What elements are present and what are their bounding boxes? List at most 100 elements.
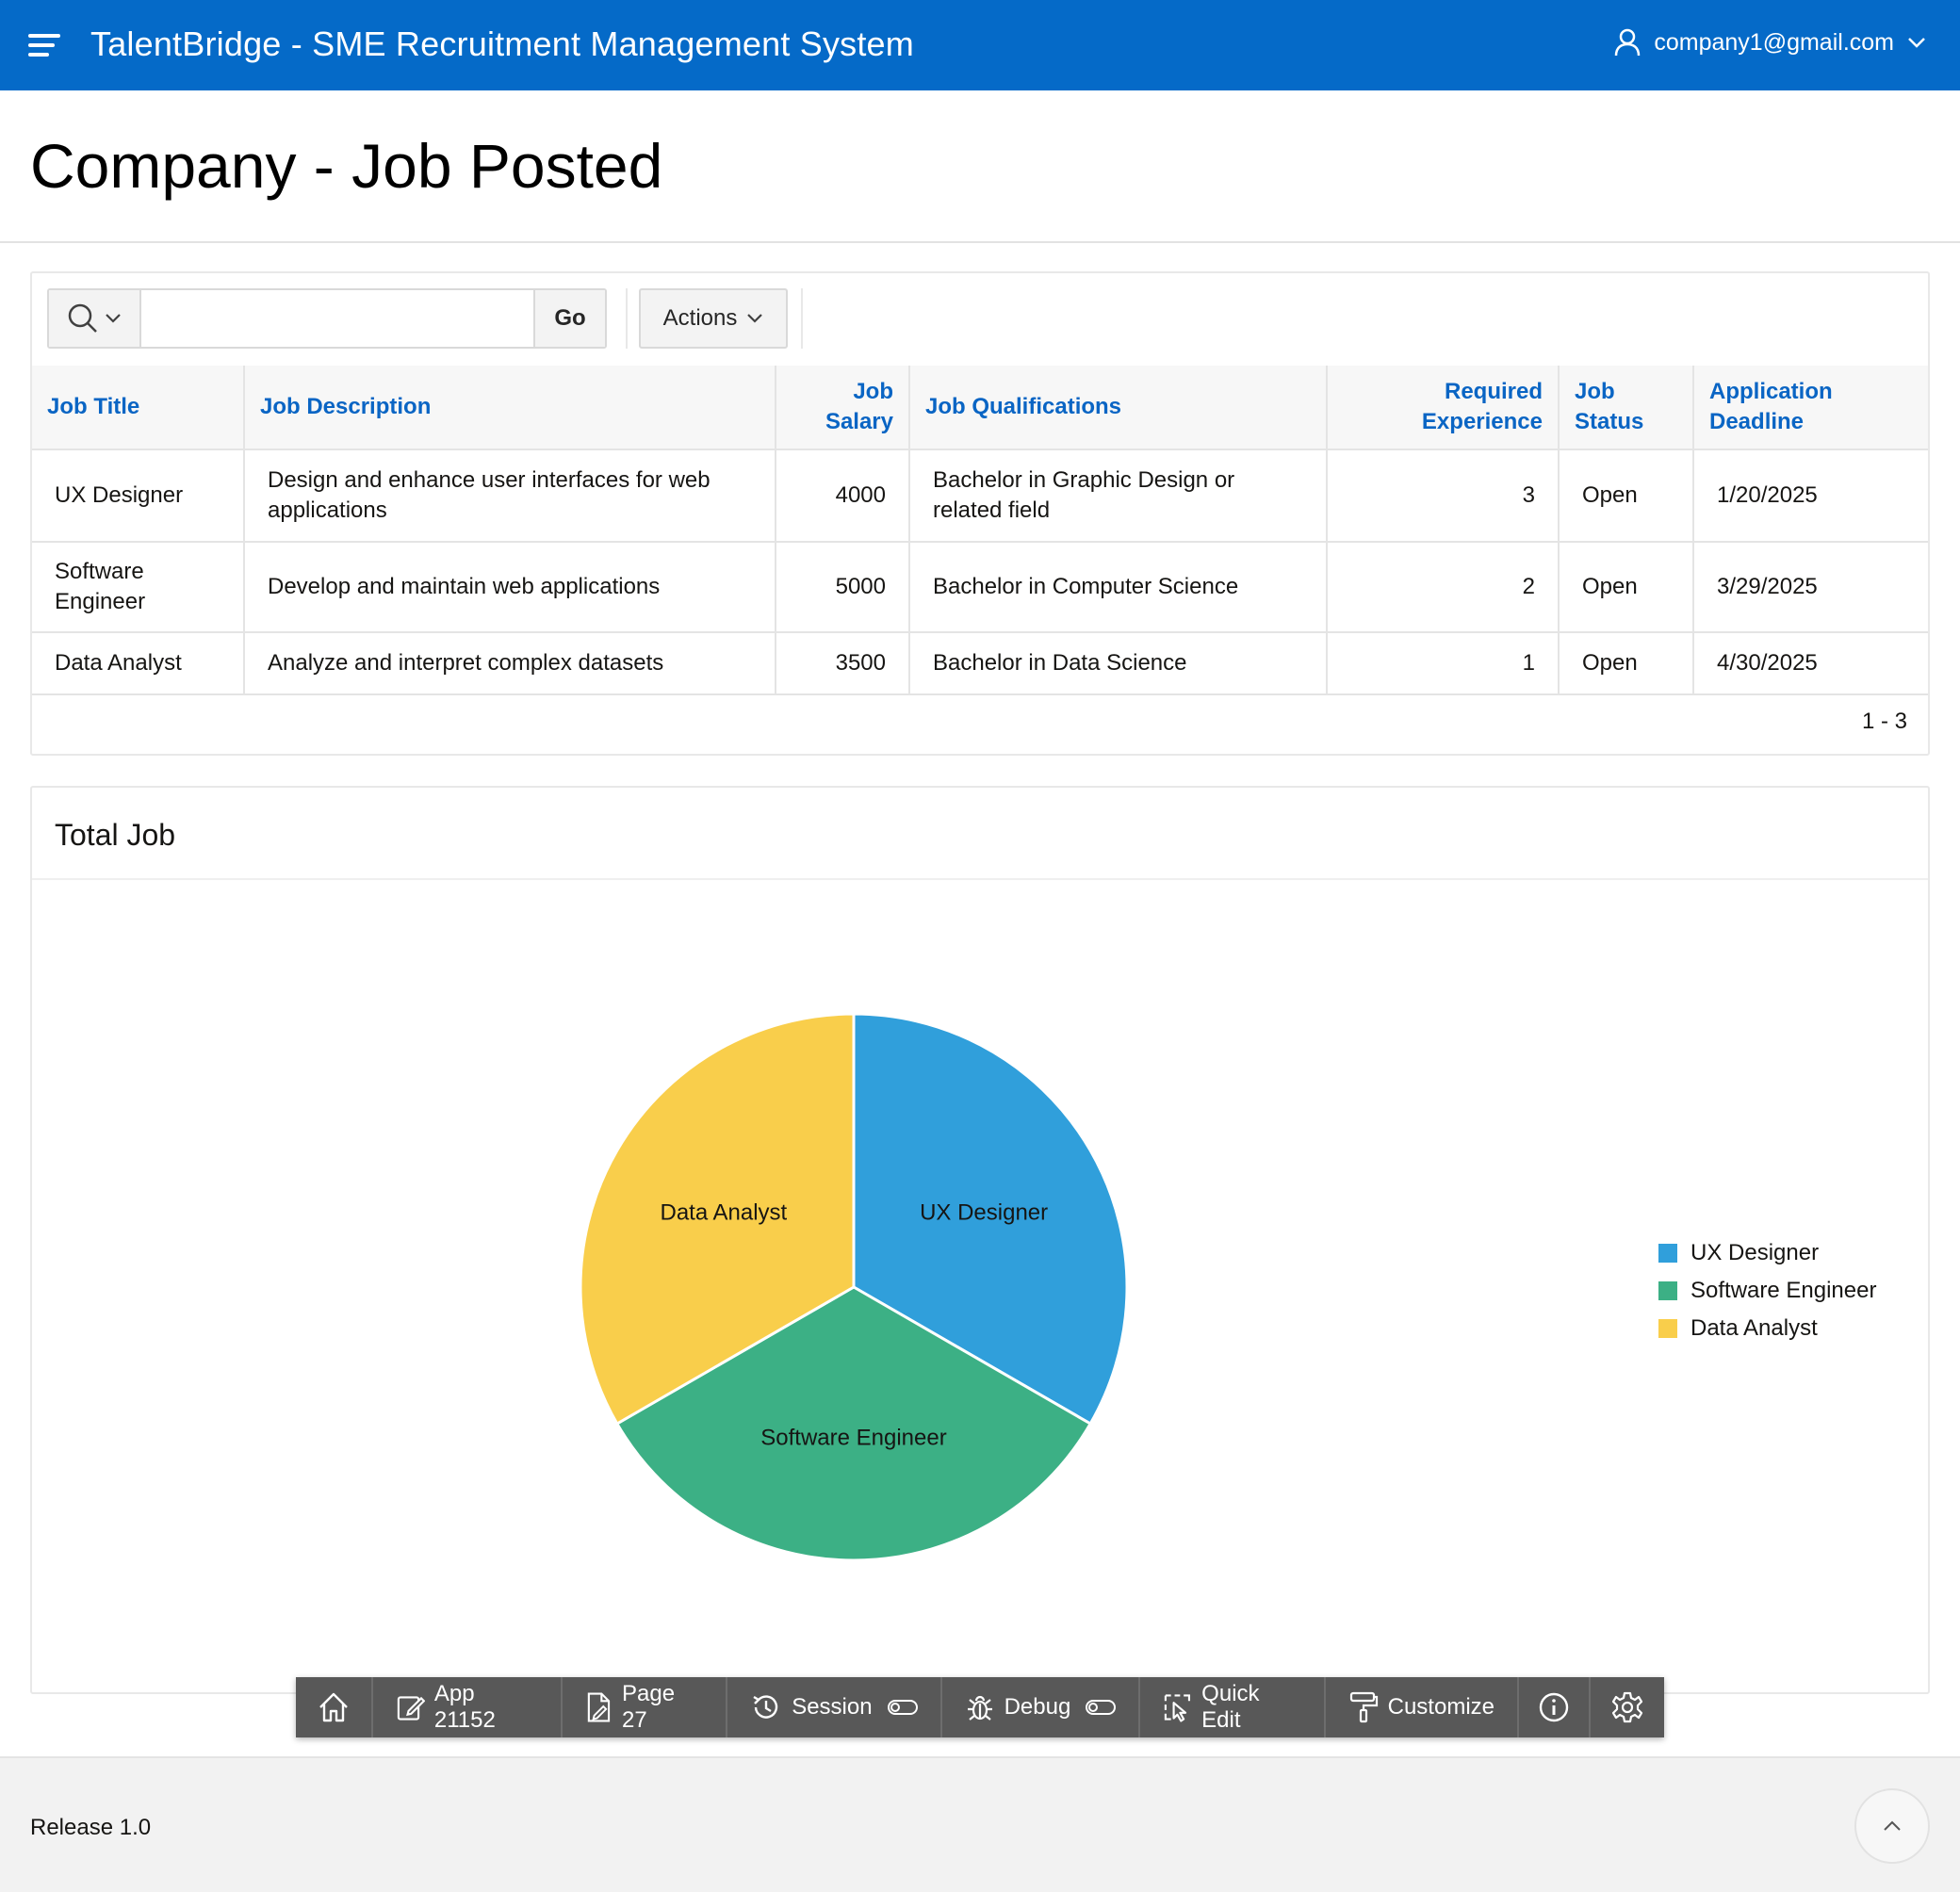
table-row: Data Analyst Analyze and interpret compl… <box>32 632 1928 695</box>
column-header-job-title[interactable]: Job Title <box>32 366 245 450</box>
page-title-bar: Company - Job Posted <box>0 90 1960 243</box>
session-toggle[interactable] <box>887 1700 918 1715</box>
cell-job-salary: 4000 <box>776 449 910 543</box>
devbar-debug-label: Debug <box>1004 1694 1071 1720</box>
page-footer: Release 1.0 <box>0 1756 1960 1892</box>
job-table: Job Title Job Description Job Salary Job … <box>32 366 1928 695</box>
release-version: Release 1.0 <box>30 1815 152 1840</box>
devbar-customize-label: Customize <box>1387 1694 1494 1720</box>
legend-swatch <box>1658 1319 1677 1338</box>
cell-required-experience: 3 <box>1327 449 1560 543</box>
table-row: UX Designer Design and enhance user inte… <box>32 449 1928 543</box>
chart-region-title: Total Job <box>55 818 176 852</box>
devbar-home-button[interactable] <box>296 1677 373 1737</box>
edit-icon <box>397 1696 425 1721</box>
cell-job-salary: 5000 <box>776 542 910 633</box>
paint-roller-icon <box>1349 1691 1378 1723</box>
cell-job-salary: 3500 <box>776 632 910 695</box>
cell-job-qualifications: Bachelor in Computer Science <box>909 542 1328 633</box>
page-edit-icon <box>587 1692 611 1722</box>
devbar-session-button[interactable]: Session <box>727 1677 942 1737</box>
pie-slice-data-analyst[interactable] <box>579 1012 856 1427</box>
cell-job-status: Open <box>1559 542 1694 633</box>
devbar-quick-edit-label: Quick Edit <box>1201 1681 1260 1733</box>
legend-item[interactable]: UX Designer <box>1658 1234 1876 1272</box>
chevron-down-icon <box>1908 38 1925 48</box>
pie-slice-label: UX Designer <box>920 1199 1048 1225</box>
cell-job-description: Analyze and interpret complex datasets <box>244 632 776 695</box>
chart-legend: UX Designer Software Engineer Data Analyst <box>1658 1234 1876 1347</box>
cell-job-description: Design and enhance user interfaces for w… <box>244 449 776 543</box>
legend-swatch <box>1658 1281 1677 1300</box>
search-bar: Go <box>47 288 607 349</box>
legend-item[interactable]: Software Engineer <box>1658 1272 1876 1310</box>
devbar-quick-edit-button[interactable]: Quick Edit <box>1140 1677 1326 1737</box>
devbar-page-label: Page 27 <box>622 1681 676 1733</box>
devbar-customize-button[interactable]: Customize <box>1326 1677 1519 1737</box>
info-icon <box>1539 1692 1569 1722</box>
cell-job-title: UX Designer <box>32 449 245 543</box>
column-header-job-status[interactable]: Job Status <box>1559 366 1694 450</box>
user-email: company1@gmail.com <box>1654 28 1894 56</box>
chevron-down-icon <box>747 314 763 323</box>
legend-label: Software Engineer <box>1690 1278 1877 1303</box>
cell-required-experience: 2 <box>1327 542 1560 633</box>
cell-application-deadline: 1/20/2025 <box>1693 449 1928 543</box>
search-column-selector[interactable] <box>49 290 141 347</box>
column-header-job-description[interactable]: Job Description <box>244 366 776 450</box>
column-header-job-qualifications[interactable]: Job Qualifications <box>909 366 1328 450</box>
devbar-settings-button[interactable] <box>1591 1677 1664 1737</box>
total-job-chart-region: Total Job UX Designer Software Engineer Da… <box>30 786 1930 1694</box>
chart-region-header: Total Job <box>32 788 1928 880</box>
pie-slice-ux-designer[interactable] <box>852 1012 1129 1427</box>
column-header-job-salary[interactable]: Job Salary <box>776 366 910 450</box>
pie-slice-software-engineer[interactable] <box>614 1285 1093 1562</box>
scroll-to-top-button[interactable] <box>1854 1788 1930 1864</box>
legend-item[interactable]: Data Analyst <box>1658 1310 1876 1347</box>
cell-required-experience: 1 <box>1327 632 1560 695</box>
column-header-application-deadline[interactable]: Application Deadline <box>1693 366 1928 450</box>
devbar-debug-button[interactable]: Debug <box>942 1677 1141 1737</box>
chevron-up-icon <box>1884 1820 1901 1831</box>
devbar-app-button[interactable]: App 21152 <box>373 1677 564 1737</box>
cell-job-status: Open <box>1559 632 1694 695</box>
gear-icon <box>1611 1691 1643 1723</box>
hamburger-menu-icon[interactable] <box>28 32 60 58</box>
devbar-info-button[interactable] <box>1519 1677 1591 1737</box>
quick-edit-icon <box>1165 1694 1191 1722</box>
home-icon <box>319 1692 348 1722</box>
cell-job-title: Data Analyst <box>32 632 245 695</box>
table-row: Software Engineer Develop and maintain w… <box>32 542 1928 633</box>
legend-label: Data Analyst <box>1690 1315 1818 1341</box>
actions-menu-button[interactable]: Actions <box>639 288 788 349</box>
column-header-required-experience[interactable]: Required Experience <box>1327 366 1560 450</box>
cell-job-qualifications: Bachelor in Graphic Design or related fi… <box>909 449 1328 543</box>
developer-toolbar: App 21152 Page 27 Session Debug Quick Ed… <box>296 1677 1664 1737</box>
app-title[interactable]: TalentBridge - SME Recruitment Managemen… <box>90 24 914 63</box>
legend-swatch <box>1658 1244 1677 1263</box>
pie-chart: UX Designer Software Engineer Data Analyst <box>579 1012 1129 1562</box>
search-input[interactable] <box>141 290 533 347</box>
chevron-down-icon <box>106 314 121 323</box>
bug-icon <box>967 1695 992 1721</box>
cell-application-deadline: 3/29/2025 <box>1693 542 1928 633</box>
devbar-app-label: App 21152 <box>433 1681 496 1733</box>
debug-toggle[interactable] <box>1086 1700 1117 1715</box>
page-title: Company - Job Posted <box>30 131 663 201</box>
toolbar-divider <box>801 288 803 349</box>
top-navigation-bar: TalentBridge - SME Recruitment Managemen… <box>0 0 1960 90</box>
cell-job-title: Software Engineer <box>32 542 245 633</box>
user-icon <box>1615 28 1641 57</box>
search-icon <box>68 303 97 333</box>
session-icon <box>753 1695 778 1719</box>
go-button[interactable]: Go <box>533 290 605 347</box>
user-menu[interactable]: company1@gmail.com <box>1614 28 1926 57</box>
cell-job-qualifications: Bachelor in Data Science <box>909 632 1328 695</box>
devbar-page-button[interactable]: Page 27 <box>563 1677 728 1737</box>
report-toolbar: Go Actions <box>32 273 1928 366</box>
pie-slice-label: Data Analyst <box>660 1199 787 1225</box>
actions-label: Actions <box>662 305 738 331</box>
legend-label: UX Designer <box>1690 1240 1820 1265</box>
pagination-range: 1 - 3 <box>1861 709 1907 734</box>
cell-application-deadline: 4/30/2025 <box>1693 632 1928 695</box>
